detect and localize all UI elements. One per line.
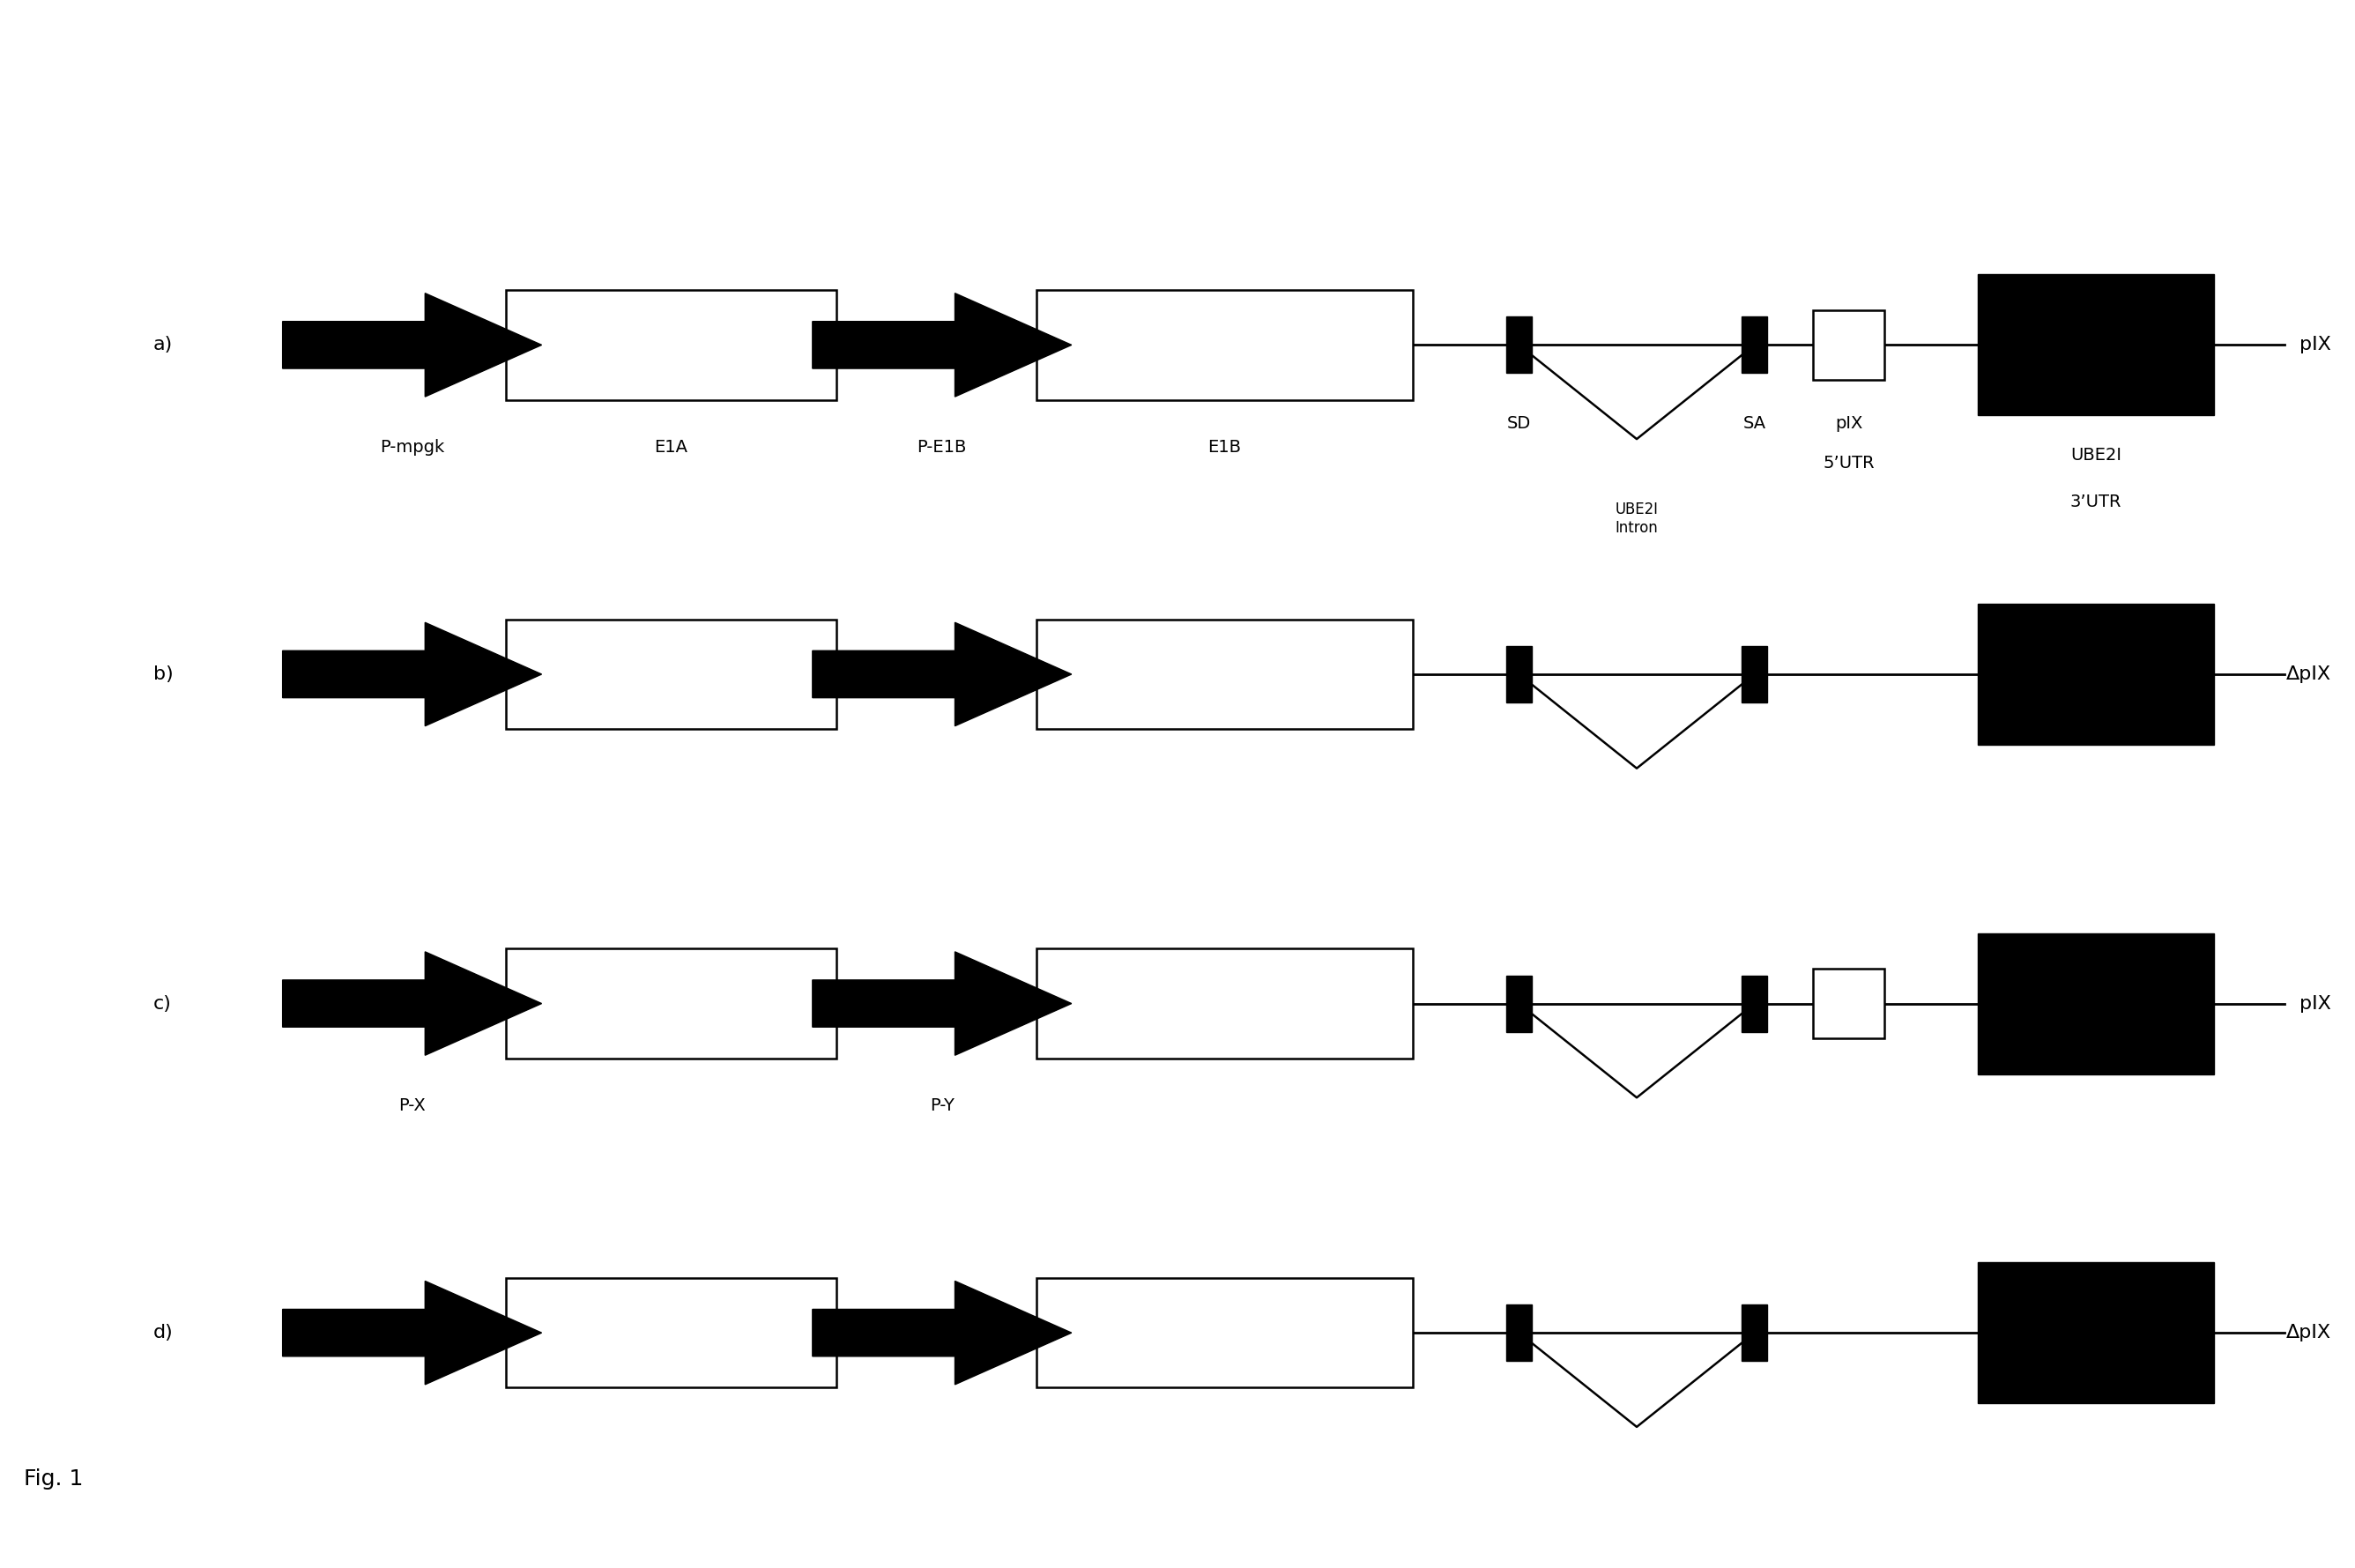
Bar [1978,604,2214,745]
Bar [506,949,836,1058]
Polygon shape [283,1281,542,1385]
Text: SD: SD [1507,416,1531,433]
Bar [1978,274,2214,416]
Bar [1507,646,1531,702]
Text: P-E1B: P-E1B [916,439,968,456]
Bar [1036,1278,1413,1388]
Bar [1743,646,1766,702]
Text: b): b) [153,665,174,684]
Text: E1B: E1B [1208,439,1241,456]
Text: ΔpIX: ΔpIX [2287,665,2331,684]
Text: 5’UTR: 5’UTR [1823,455,1875,472]
Polygon shape [812,952,1072,1055]
Bar [1507,975,1531,1032]
Text: P-X: P-X [398,1098,426,1115]
Text: SA: SA [1743,416,1766,433]
Bar [506,1278,836,1388]
Bar [1743,1305,1766,1361]
Text: P-mpgk: P-mpgk [379,439,445,456]
Polygon shape [283,622,542,726]
Text: d): d) [153,1323,174,1342]
Text: P-Y: P-Y [930,1098,954,1115]
Bar [1743,317,1766,373]
Bar [506,290,836,400]
Bar [1507,1305,1531,1361]
Polygon shape [812,1281,1072,1385]
Text: pIX: pIX [2301,994,2331,1013]
Bar [1743,975,1766,1032]
Bar [1813,969,1884,1038]
Polygon shape [812,293,1072,397]
Bar [1813,310,1884,379]
Text: pIX: pIX [1835,416,1863,433]
Bar [1036,619,1413,729]
Text: ΔpIX: ΔpIX [2287,1323,2331,1342]
Text: UBE2I
Intron: UBE2I Intron [1616,502,1658,536]
Text: c): c) [153,994,172,1013]
Polygon shape [283,293,542,397]
Bar [506,619,836,729]
Polygon shape [283,952,542,1055]
Polygon shape [812,622,1072,726]
Bar [1978,1262,2214,1403]
Text: 3’UTR: 3’UTR [2070,494,2122,511]
Bar [1507,317,1531,373]
Bar [1978,933,2214,1074]
Text: Fig. 1: Fig. 1 [24,1469,82,1490]
Bar [1036,290,1413,400]
Text: E1A: E1A [655,439,688,456]
Text: pIX: pIX [2301,336,2331,354]
Bar [1036,949,1413,1058]
Text: UBE2I: UBE2I [2070,447,2122,464]
Text: a): a) [153,336,172,354]
